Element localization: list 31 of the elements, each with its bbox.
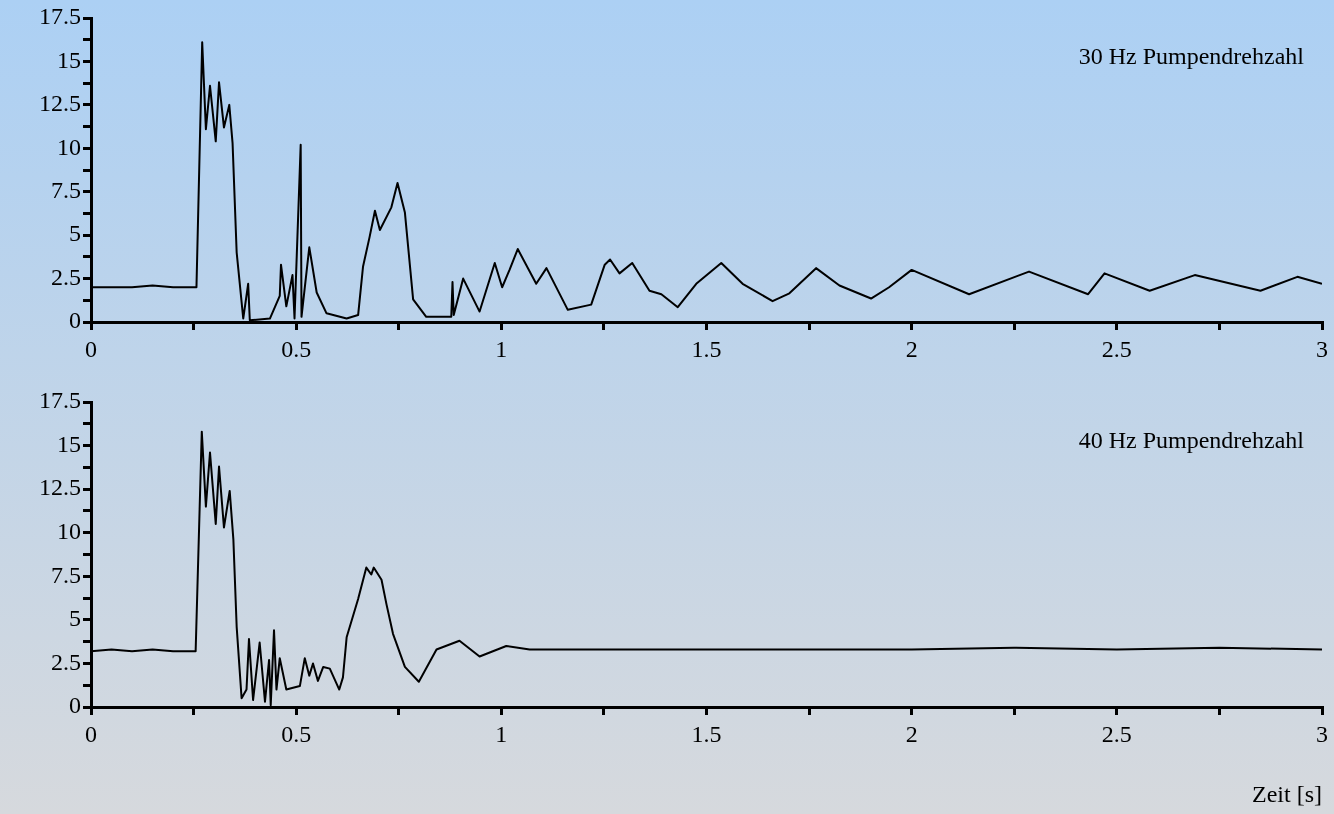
y-tick-label: 0 <box>69 692 81 719</box>
y-tick-label: 7.5 <box>51 561 81 588</box>
y-tick-label: 2.5 <box>51 648 81 675</box>
x-tick-label: 0.5 <box>281 335 312 362</box>
y-tick-label: 12.5 <box>39 90 81 117</box>
x-tick-label: 1 <box>495 720 508 747</box>
x-tick-label: 3 <box>1316 720 1328 747</box>
x-tick-label: 2 <box>905 720 918 747</box>
x-tick-label: 3 <box>1316 335 1328 362</box>
y-tick-label: 7.5 <box>51 177 81 204</box>
x-axis-title: Zeit [s] <box>1252 780 1322 807</box>
x-tick-label: 1 <box>495 335 508 362</box>
y-tick-label: 10 <box>57 518 81 545</box>
y-tick-label: 0 <box>69 307 81 334</box>
annotation: 30 Hz Pumpendrehzahl <box>1078 43 1305 70</box>
x-tick-label: 1.5 <box>691 720 722 747</box>
x-tick-label: 2 <box>905 335 918 362</box>
y-tick-label: 2.5 <box>51 263 81 290</box>
x-tick-label: 2.5 <box>1101 720 1132 747</box>
x-tick-label: 2.5 <box>1101 335 1132 362</box>
y-tick-label: 15 <box>57 46 81 73</box>
y-tick-label: 12.5 <box>39 474 81 501</box>
x-tick-label: 1.5 <box>691 335 722 362</box>
y-tick-label: 17.5 <box>39 387 81 414</box>
y-tick-label: 17.5 <box>39 3 81 30</box>
y-tick-label: 10 <box>57 133 81 160</box>
x-tick-label: 0.5 <box>281 720 312 747</box>
y-tick-label: 5 <box>69 605 81 632</box>
y-tick-label: 15 <box>57 430 81 457</box>
y-tick-label: 5 <box>69 220 81 247</box>
annotation: 40 Hz Pumpendrehzahl <box>1078 427 1305 454</box>
